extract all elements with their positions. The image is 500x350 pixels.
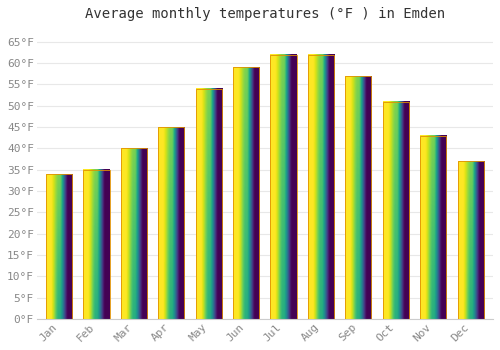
Bar	[84, 170, 110, 319]
Bar	[270, 55, 296, 319]
Bar	[121, 148, 147, 319]
Bar	[458, 161, 483, 319]
Bar	[46, 174, 72, 319]
Bar	[158, 127, 184, 319]
Bar	[420, 135, 446, 319]
Bar	[196, 89, 222, 319]
Bar	[346, 76, 372, 319]
Title: Average monthly temperatures (°F ) in Emden: Average monthly temperatures (°F ) in Em…	[85, 7, 445, 21]
Bar	[308, 55, 334, 319]
Bar	[233, 68, 260, 319]
Bar	[382, 102, 409, 319]
